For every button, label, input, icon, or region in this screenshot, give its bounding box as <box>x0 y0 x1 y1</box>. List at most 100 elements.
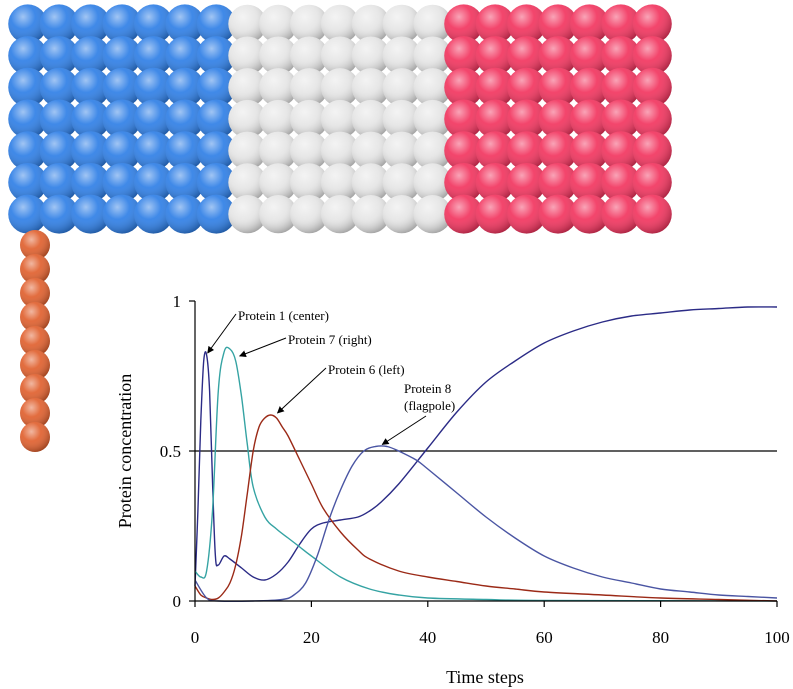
flag-ball-shade <box>196 4 236 44</box>
flag-ball-shade <box>601 4 641 44</box>
flag-ball-shade <box>632 99 672 139</box>
annotation-label: Protein 7 (right) <box>288 332 372 347</box>
x-tick-label: 80 <box>652 628 669 647</box>
flag-ball-shade <box>71 99 111 139</box>
x-tick-label: 0 <box>191 628 200 647</box>
flag-ball-shade <box>196 131 236 171</box>
flag-ball-shade <box>290 36 329 75</box>
flag-ball-shade <box>290 68 329 107</box>
flag-ball-shade <box>507 4 547 44</box>
flag-ball-shade <box>569 162 609 202</box>
flag-ball-shade <box>259 131 298 170</box>
flag-ball-shade <box>569 131 609 171</box>
flag-ball-shade <box>632 131 672 171</box>
flag-ball-shade <box>601 67 641 107</box>
flag-ball-shade <box>133 67 173 107</box>
flag-ball-shade <box>196 194 236 234</box>
flag-ball-shade <box>475 99 515 139</box>
flag-ball-shade <box>8 162 48 202</box>
flag-ball-shade <box>165 4 205 44</box>
series-line-2 <box>194 346 778 602</box>
flag-ball-shade <box>71 162 111 202</box>
flagpole-ball-shade <box>20 398 50 428</box>
flag-ball-shade <box>444 36 484 76</box>
flag-ball-shade <box>320 4 360 43</box>
y-tick-label: 0.5 <box>160 442 181 461</box>
flag-ball-shade <box>259 163 298 202</box>
x-tick-label: 60 <box>536 628 553 647</box>
flag-ball-shade <box>71 67 111 107</box>
flag-ball-shade <box>475 36 515 76</box>
flagpole-ball-shade <box>20 302 50 332</box>
flag-ball-shade <box>569 99 609 139</box>
annotation-1: Protein 1 (center) <box>207 308 329 354</box>
flag-ball-shade <box>382 99 421 139</box>
flag-ball-shade <box>71 131 111 171</box>
flag-ball-shade <box>413 163 452 202</box>
annotation-arrow <box>276 367 327 414</box>
flag-ball-shade <box>133 162 173 202</box>
x-axis-title: Time steps <box>446 667 524 687</box>
flag-ball-shade <box>228 195 267 234</box>
flag-ball-shade <box>8 131 48 171</box>
flag-ball-shade <box>102 194 142 234</box>
flag-ball-shade <box>39 67 79 107</box>
flag-ball-shade <box>102 131 142 171</box>
flag-ball-shade <box>165 194 205 234</box>
flag-ball-shade <box>228 4 267 43</box>
series-line-4 <box>194 445 778 602</box>
flag-ball-shade <box>8 67 48 107</box>
flag-ball-shade <box>382 131 421 170</box>
annotation-label: Protein 6 (left) <box>328 362 405 377</box>
flagpole-ball-shade <box>20 422 50 452</box>
flag-ball-shade <box>538 99 578 139</box>
y-tick-label: 0 <box>173 592 182 611</box>
flag-ball-shade <box>413 195 452 234</box>
flagpole-ball-shade <box>20 230 50 260</box>
flag-ball-shade <box>320 68 360 107</box>
flag-ball-shade <box>259 36 298 75</box>
flagpole-ball-shade <box>20 254 50 284</box>
flag-ball-shade <box>413 99 452 139</box>
flag-ball-shade <box>382 36 421 75</box>
flag-ball-shade <box>538 131 578 171</box>
flag-ball-shade <box>632 194 672 234</box>
flag-ball-shade <box>133 36 173 76</box>
flag-ball-shade <box>259 99 298 139</box>
y-tick-label: 1 <box>173 292 182 311</box>
series-line-1 <box>194 306 778 587</box>
annotation-3: Protein 6 (left) <box>276 362 405 414</box>
flagpole-ball-shade <box>20 278 50 308</box>
flag-ball-shade <box>259 195 298 234</box>
flag-ball-shade <box>228 99 267 139</box>
flag-ball-shade <box>165 36 205 76</box>
annotation-arrow <box>381 415 427 445</box>
flag-ball-shade <box>444 131 484 171</box>
annotations: Protein 1 (center) Protein 7 (right) Prote… <box>207 308 455 445</box>
flag-ball-shade <box>538 67 578 107</box>
flag-ball-shade <box>290 163 329 202</box>
flag-ball-shade <box>8 99 48 139</box>
flag-ball-shade <box>444 194 484 234</box>
flag-ball-shade <box>165 131 205 171</box>
flag-ball-shade <box>196 67 236 107</box>
flag-ball-shade <box>507 36 547 76</box>
annotation-arrow <box>238 337 287 357</box>
flag-ball-shade <box>632 36 672 76</box>
flag-ball-shade <box>538 194 578 234</box>
flag-ball-shade <box>39 162 79 202</box>
flag-ball-shade <box>8 4 48 44</box>
flag-ball-shade <box>351 163 390 202</box>
series-layer <box>194 306 778 602</box>
flag-ball-shade <box>601 194 641 234</box>
flag-ball-shade <box>507 131 547 171</box>
flag-ball-shade <box>320 195 360 234</box>
flag-ball-shade <box>413 68 452 107</box>
series-line-3 <box>194 414 778 602</box>
flag-right-band <box>444 4 672 234</box>
flag-ball-shade <box>632 67 672 107</box>
flag-ball-shade <box>228 131 267 170</box>
flag-illustration <box>8 4 672 452</box>
flag-ball-shade <box>102 99 142 139</box>
annotation-label: (flagpole) <box>404 398 455 413</box>
